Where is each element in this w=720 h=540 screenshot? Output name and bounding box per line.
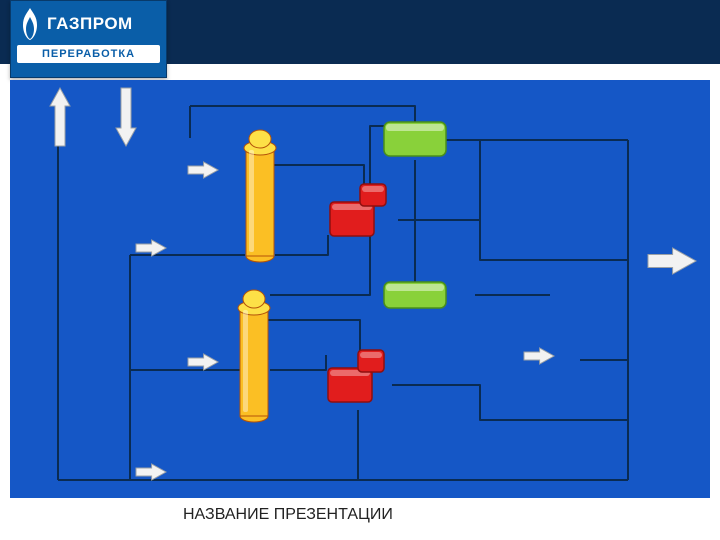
logo-company-text: ГАЗПРОМ <box>47 14 133 34</box>
heater <box>328 350 384 402</box>
logo-division-text: ПЕРЕРАБОТКА <box>17 45 160 63</box>
flow-arrow <box>524 348 554 364</box>
slide: ГАЗПРОМ ПЕРЕРАБОТКА НАЗВАНИЕ ПРЕЗЕНТАЦИИ <box>0 0 720 540</box>
flow-arrow <box>188 354 218 370</box>
diagram-canvas <box>10 80 710 498</box>
footer-bar: НАЗВАНИЕ ПРЕЗЕНТАЦИИ <box>165 500 720 530</box>
process-diagram <box>10 80 710 498</box>
company-logo: ГАЗПРОМ ПЕРЕРАБОТКА <box>10 0 167 78</box>
flow-arrow <box>136 240 166 256</box>
flow-arrow <box>116 88 136 146</box>
flow-arrow <box>136 464 166 480</box>
flow-arrow <box>648 248 696 274</box>
heater <box>330 184 386 236</box>
condenser <box>384 122 446 156</box>
column <box>244 130 276 262</box>
condenser <box>384 282 446 308</box>
flow-arrow <box>50 88 70 146</box>
presentation-title: НАЗВАНИЕ ПРЕЗЕНТАЦИИ <box>183 506 393 524</box>
column <box>238 290 270 422</box>
flame-icon <box>17 7 43 41</box>
flow-arrow <box>188 162 218 178</box>
